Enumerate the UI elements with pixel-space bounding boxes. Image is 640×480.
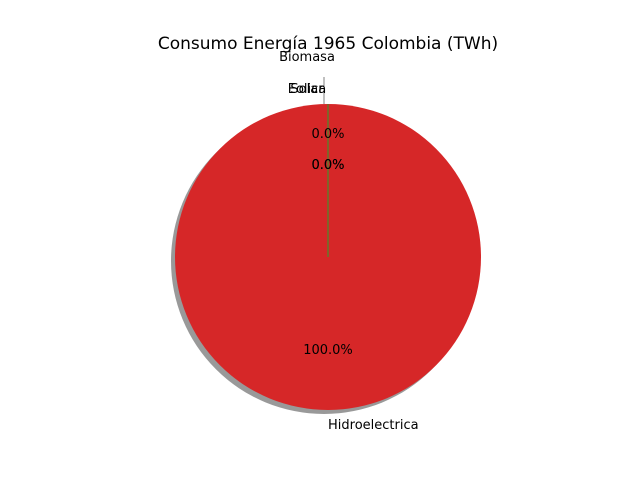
slice-pct-solar: 0.0% [311, 158, 344, 173]
chart-title: Consumo Energía 1965 Colombia (TWh) [158, 34, 498, 54]
slice-label-eolica: Eolica [288, 82, 327, 97]
slice-label-hidroelectrica: Hidroelectrica [328, 418, 419, 433]
slice-pct-eolica: 0.0% [311, 158, 344, 173]
slice-label-biomasa: Biomasa [279, 50, 335, 65]
slice-pct-hidroelectrica: 100.0% [303, 343, 353, 358]
slice-pct-biomasa: 0.0% [311, 127, 344, 142]
slice-label-solar: Solar [290, 82, 324, 97]
